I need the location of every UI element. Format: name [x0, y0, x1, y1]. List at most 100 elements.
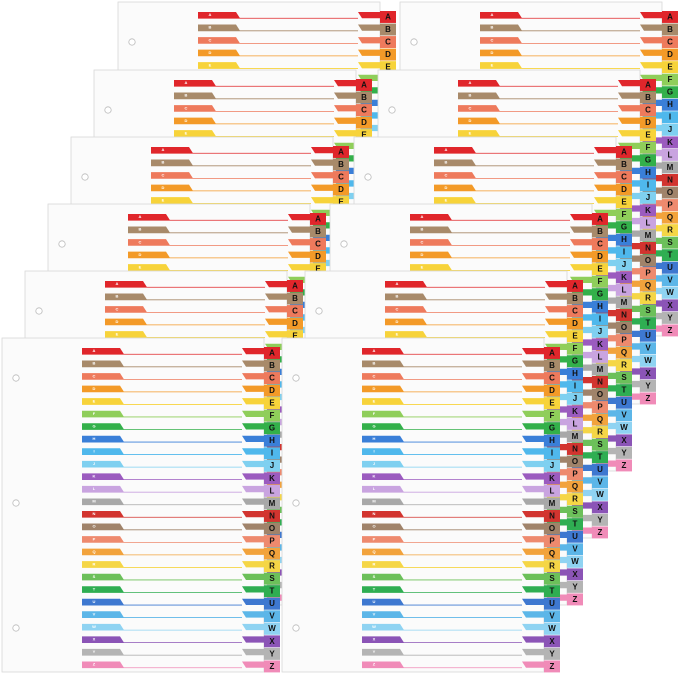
tab — [640, 329, 656, 342]
row-label-bar — [82, 498, 124, 505]
row-label-bar — [458, 80, 500, 87]
tab-letter: D — [269, 386, 275, 395]
tab-letter: E — [338, 198, 344, 207]
tab-letter: H — [667, 100, 673, 109]
row-end-bar — [288, 239, 310, 246]
tab-letter: S — [269, 574, 275, 583]
row-letter: D — [491, 50, 494, 55]
row-letter: P — [93, 536, 96, 541]
tab-letter: P — [549, 536, 555, 545]
row-label-bar — [362, 373, 404, 380]
tab — [640, 354, 656, 367]
tab-letter: S — [549, 574, 555, 583]
tab-letter: R — [269, 562, 275, 571]
tab-letter: A — [338, 147, 344, 156]
row-letter: D — [209, 50, 212, 55]
tab-letter: B — [361, 93, 367, 102]
row-label-bar — [198, 12, 240, 19]
tab — [310, 263, 326, 276]
tab — [592, 238, 608, 251]
row-letter: W — [372, 624, 376, 629]
tab — [544, 510, 560, 522]
tab-letter: C — [597, 239, 603, 248]
tab — [662, 98, 678, 111]
row-letter: Z — [373, 662, 376, 667]
tab — [616, 196, 632, 209]
row-label-bar — [82, 623, 124, 631]
tab-letter: E — [621, 198, 627, 207]
tab — [592, 275, 608, 288]
row-end-bar — [242, 485, 264, 493]
tab-letter: P — [667, 200, 673, 209]
tab — [640, 392, 656, 405]
tab — [287, 330, 303, 343]
row-end-bar — [640, 24, 662, 31]
tab-letter: T — [622, 386, 627, 395]
tab-letter: D — [292, 319, 298, 328]
row-end-bar — [334, 92, 356, 99]
tab-letter: C — [621, 172, 627, 181]
tab — [567, 443, 583, 455]
tab-letter: G — [549, 424, 555, 433]
row-end-bar — [242, 561, 264, 568]
tab — [616, 434, 632, 447]
tab — [592, 263, 608, 276]
tab — [544, 459, 560, 472]
tab — [356, 104, 372, 117]
tab — [662, 249, 678, 262]
tab — [567, 380, 583, 393]
tab-letter: W — [548, 624, 556, 633]
tab — [264, 560, 280, 573]
tab-letter: I — [551, 449, 553, 458]
tab-letter: E — [292, 332, 298, 341]
row-label-bar — [128, 214, 170, 221]
tab — [640, 317, 656, 330]
row-end-bar — [594, 172, 616, 179]
tab — [356, 79, 372, 91]
tab — [380, 48, 396, 61]
tab — [544, 535, 560, 548]
row-label-bar — [82, 523, 124, 530]
tab-letter: N — [621, 310, 627, 319]
row-label-bar — [362, 460, 404, 468]
tab — [662, 86, 678, 99]
row-end-bar — [242, 511, 264, 518]
tab-letter: E — [572, 332, 578, 341]
tab — [544, 359, 560, 372]
tab — [544, 497, 560, 510]
tab — [264, 347, 280, 359]
tab-letter: Q — [645, 281, 651, 290]
row-letter: T — [373, 586, 376, 591]
tab — [662, 161, 678, 174]
tab — [592, 526, 608, 539]
tab — [310, 250, 326, 263]
row-end-bar — [522, 536, 544, 543]
row-end-bar — [522, 636, 544, 643]
tab — [544, 472, 560, 485]
row-end-bar — [522, 460, 544, 468]
tab — [544, 660, 560, 673]
tab-letter: F — [622, 210, 627, 219]
row-label-bar — [385, 331, 427, 338]
tab — [544, 447, 560, 460]
tab — [567, 367, 583, 380]
row-end-bar — [522, 398, 544, 405]
tab — [356, 129, 372, 142]
tab-letter: Y — [621, 448, 627, 457]
row-letter: E — [209, 62, 212, 67]
tab — [380, 36, 396, 49]
row-label-bar — [128, 264, 170, 271]
tab — [333, 196, 349, 209]
tab-letter: P — [597, 402, 603, 411]
tab — [662, 224, 678, 237]
tab — [662, 148, 678, 161]
tab-letter: Z — [622, 461, 627, 470]
tab — [264, 585, 280, 598]
row-end-bar — [242, 398, 264, 405]
tab — [592, 363, 608, 376]
row-letter: I — [93, 449, 94, 454]
tab — [264, 359, 280, 372]
tab — [616, 309, 632, 321]
row-label-bar — [174, 92, 216, 99]
